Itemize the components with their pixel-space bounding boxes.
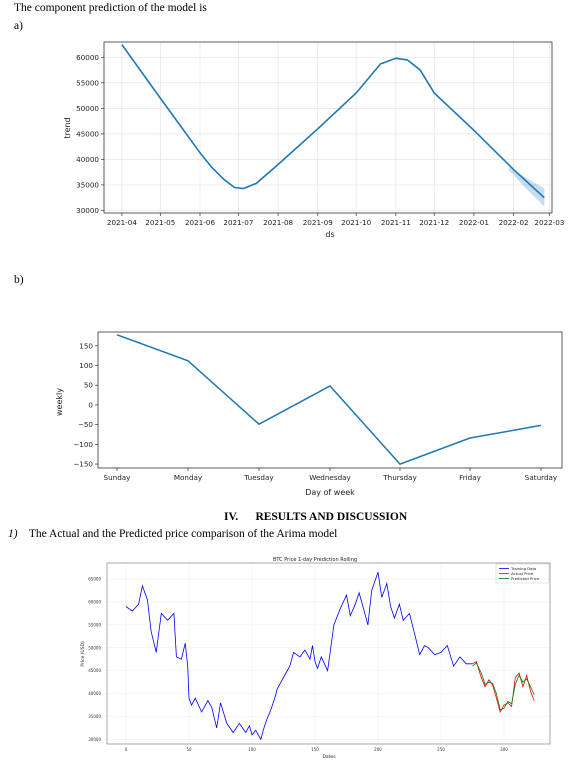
weekly-x-tick-label: Friday	[459, 473, 482, 482]
trend-x-tick-label: 2021-10	[341, 218, 371, 227]
btc-y-tick-label: 35000	[88, 714, 101, 719]
figure-label-b: b)	[14, 274, 24, 286]
btc-y-axis-label: Price (USD)	[80, 641, 86, 667]
trend-y-tick-label: 50000	[76, 104, 99, 113]
btc-x-tick-label: 50	[186, 747, 192, 752]
btc-y-tick-label: 30000	[88, 737, 101, 742]
btc-plot-frame	[106, 562, 551, 745]
btc-x-tick-label: 0	[125, 747, 128, 752]
trend-y-tick-label: 35000	[76, 180, 99, 189]
btc-y-tick-label: 60000	[88, 599, 101, 604]
weekly-y-tick-label: 0	[88, 400, 93, 409]
btc-y-tick-label: 55000	[88, 622, 101, 627]
trend-x-axis-label: ds	[325, 230, 334, 239]
subsection-number: 1)	[8, 528, 18, 540]
trend-x-tick-label: 2021-07	[223, 218, 253, 227]
trend-x-tick-label: 2021-05	[145, 218, 175, 227]
weekly-x-tick-label: Sunday	[104, 473, 132, 482]
btc-x-tick-label: 250	[437, 747, 445, 752]
weekly-chart: −150 −100 −50 0 50 100 150 Sunday Monday Tuesday…	[55, 331, 563, 497]
trend-uncertainty-band	[508, 166, 545, 207]
btc-x-tick-label: 200	[374, 747, 382, 752]
trend-x-tick-label: 2021-04	[107, 218, 137, 227]
weekly-line	[116, 334, 542, 465]
btc-chart-title: BTC Price 1-day Prediction Rolling	[273, 557, 357, 563]
trend-x-tick-label: 2021-06	[185, 218, 215, 227]
figure-label-a: a)	[14, 20, 23, 32]
intro-text: The component prediction of the model is	[14, 2, 207, 14]
trend-x-tick-label: 2022-01	[459, 218, 489, 227]
weekly-y-tick-label: −50	[78, 420, 94, 429]
weekly-y-tick-label: −150	[73, 460, 93, 469]
actual-price-line	[472, 660, 535, 713]
trend-line	[121, 44, 545, 199]
section-heading: IV. RESULTS AND DISCUSSION	[224, 511, 407, 523]
btc-x-tick-label: 300	[500, 747, 508, 752]
weekly-y-tick-label: 50	[84, 381, 94, 390]
legend-label-predicted: Predicted Price	[511, 576, 540, 581]
btc-legend: Training Data Actual Price Predicted Pri…	[495, 563, 550, 584]
section-number: IV.	[224, 511, 239, 523]
trend-x-tick-label: 2021-08	[263, 218, 293, 227]
trend-x-tick-label: 2021-11	[381, 218, 411, 227]
trend-x-tick-label: 2021-09	[303, 218, 333, 227]
weekly-y-tick-label: −100	[73, 440, 93, 449]
weekly-x-tick-label: Monday	[174, 473, 203, 482]
trend-y-tick-label: 40000	[76, 155, 99, 164]
weekly-x-tick-label: Wednesday	[309, 473, 351, 482]
btc-y-tick-label: 45000	[88, 668, 101, 673]
subsection-heading: 1) The Actual and the Predicted price co…	[8, 528, 337, 540]
weekly-x-tick-label: Saturday	[525, 473, 558, 482]
trend-y-tick-label: 30000	[76, 206, 99, 215]
weekly-y-tick-label: 100	[79, 361, 93, 370]
weekly-x-tick-label: Tuesday	[243, 473, 274, 482]
weekly-x-tick-label: Thursday	[382, 473, 417, 482]
section-title: RESULTS AND DISCUSSION	[255, 511, 408, 523]
btc-prediction-chart: BTC Price 1-day Prediction Rolling 30000…	[80, 557, 551, 760]
trend-chart: 30000 35000 40000 45000 50000 55000 60000 2021…	[63, 41, 564, 239]
trend-x-tick-label: 2022-03	[534, 218, 564, 227]
legend-box	[495, 563, 550, 584]
legend-label-actual: Actual Price	[511, 571, 534, 576]
trend-y-tick-label: 60000	[76, 53, 99, 62]
trend-y-axis-label: trend	[63, 117, 72, 138]
legend-label-training: Training Data	[510, 566, 536, 571]
weekly-y-tick-label: 150	[79, 341, 93, 350]
btc-x-tick-label: 150	[311, 747, 319, 752]
weekly-plot-frame	[97, 331, 563, 469]
predicted-price-line	[472, 662, 535, 711]
trend-y-tick-label: 55000	[76, 78, 99, 87]
trend-y-tick-label: 45000	[76, 129, 99, 138]
weekly-x-axis-label: Day of week	[305, 488, 355, 497]
btc-x-tick-label: 100	[248, 747, 256, 752]
trend-x-tick-label: 2021-12	[419, 218, 449, 227]
trend-plot-frame	[103, 41, 553, 214]
btc-y-tick-label: 50000	[88, 645, 101, 650]
btc-y-tick-label: 65000	[88, 577, 101, 582]
subsection-title: The Actual and the Predicted price compa…	[28, 528, 338, 540]
training-data-line	[125, 572, 473, 741]
btc-y-tick-label: 40000	[88, 691, 101, 696]
weekly-y-axis-label: weekly	[55, 388, 64, 416]
btc-x-axis-label: Dates	[322, 754, 336, 760]
trend-x-tick-label: 2022-02	[499, 218, 529, 227]
